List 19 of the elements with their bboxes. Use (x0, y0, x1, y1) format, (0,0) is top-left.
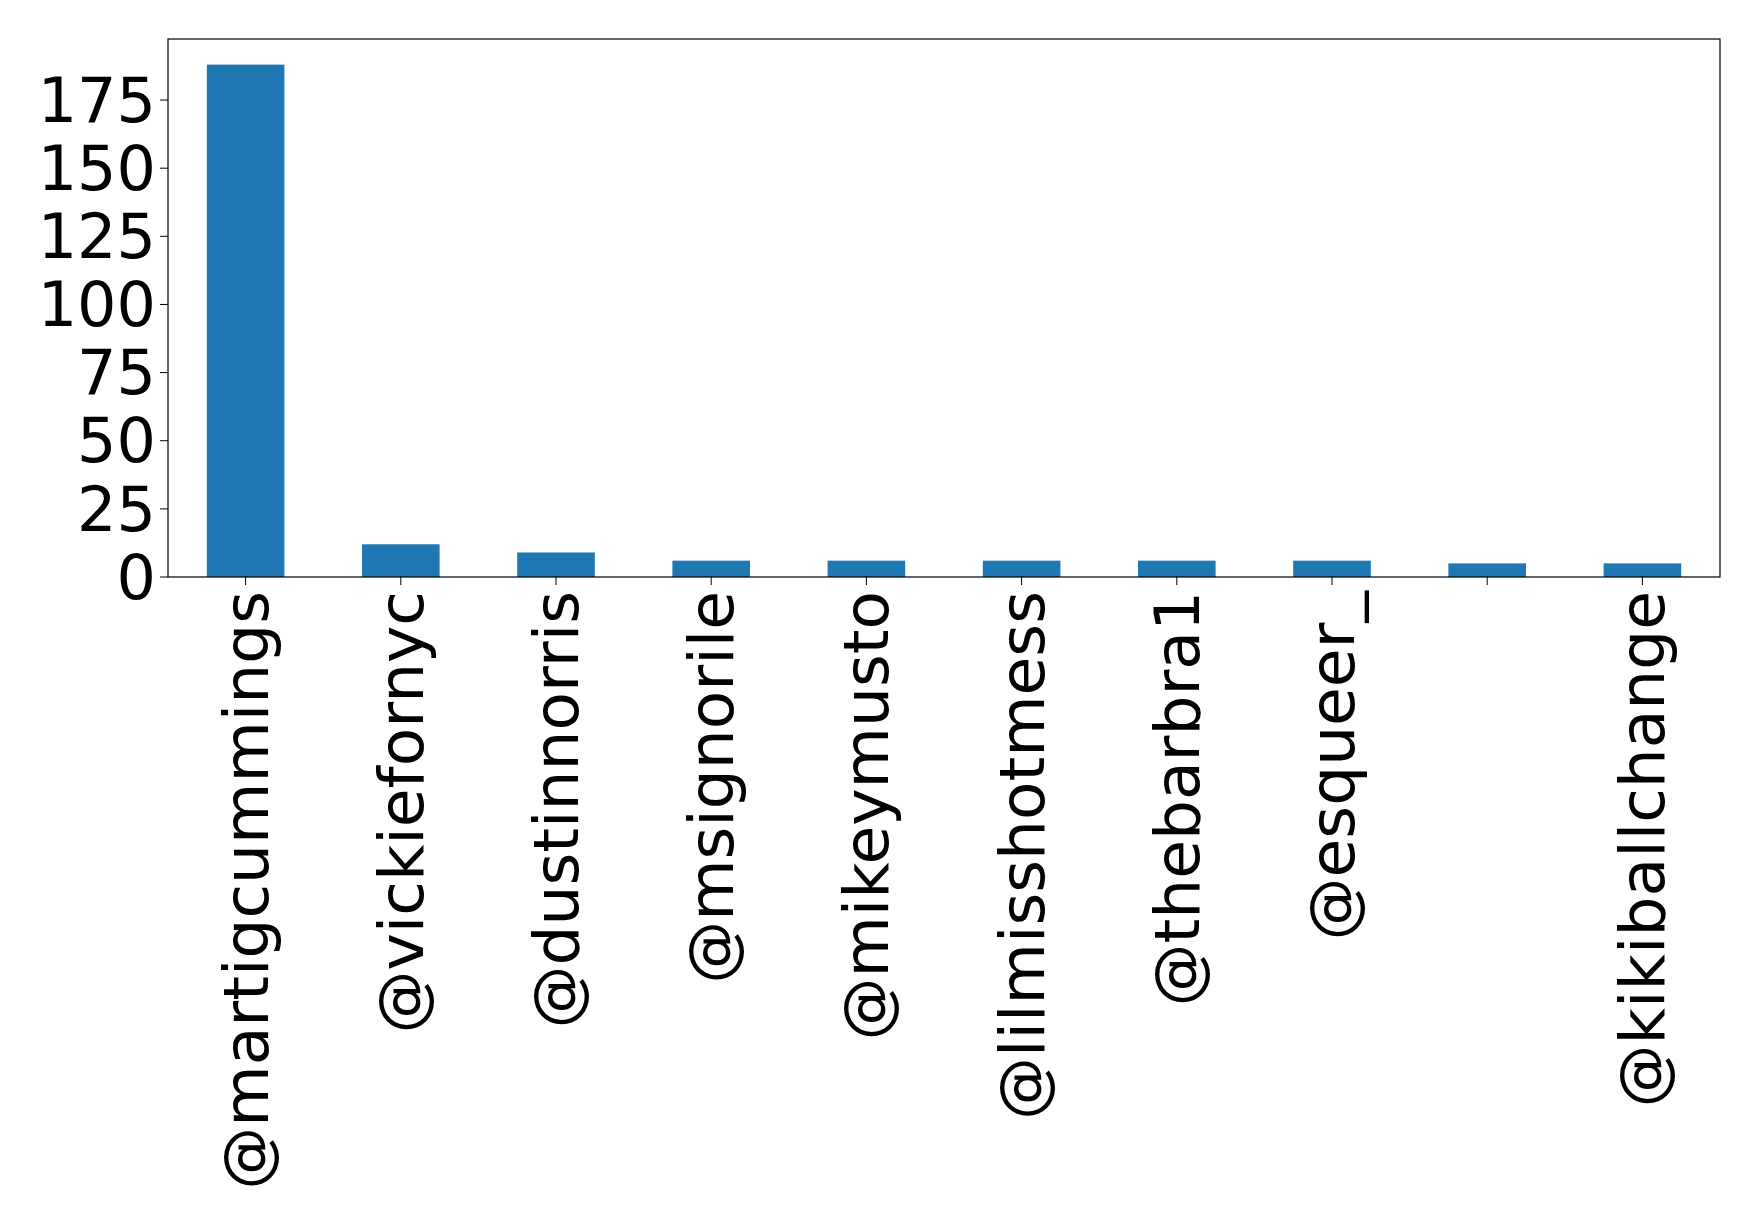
bar (672, 560, 750, 577)
x-tick-label: @kikiballchange (1606, 591, 1680, 1108)
bar (1138, 560, 1216, 577)
x-tick-label: @vickiefornyc (364, 591, 438, 1034)
bar (1603, 563, 1682, 577)
x-tick-label: @martigcummings (209, 591, 283, 1190)
bar (206, 64, 285, 577)
x-tick-label: @dustinnorris (520, 591, 594, 1029)
bar (1293, 560, 1371, 577)
x-tick-label: @esqueer_ (1296, 589, 1370, 941)
bar (982, 560, 1061, 577)
x-tick-label: @lilmisshotmess (985, 591, 1059, 1120)
x-tick-label: @msignorile (675, 591, 749, 984)
x-tick-label: @thebarbra1 (1140, 591, 1214, 1007)
bar (1448, 563, 1526, 577)
bar (827, 560, 906, 577)
bar (362, 544, 440, 577)
bar (517, 552, 595, 577)
x-tick-label: @mikeymusto (830, 591, 904, 1041)
